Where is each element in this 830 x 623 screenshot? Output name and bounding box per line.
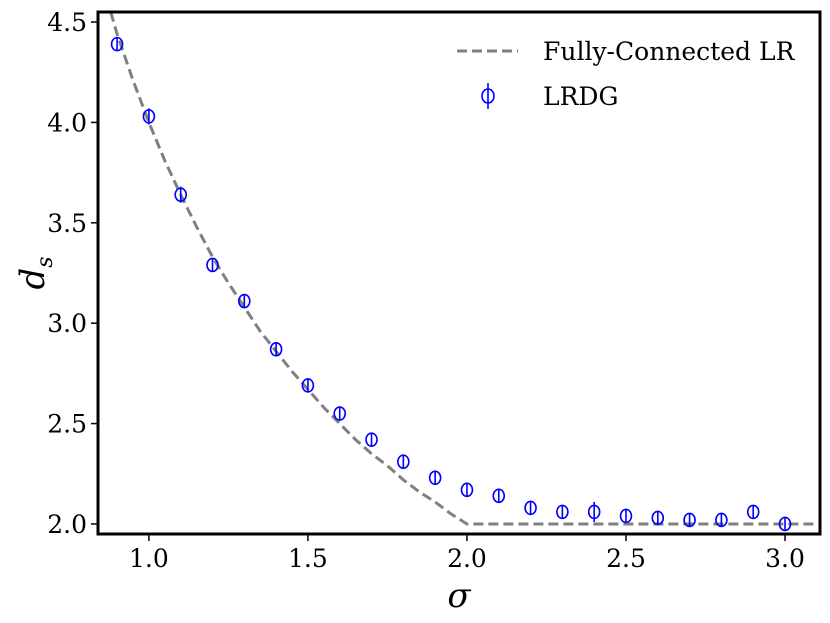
- lrdg-point: [142, 109, 156, 124]
- fully-connected-lr-line: [109, 12, 820, 526]
- lrdg-point: [174, 187, 187, 202]
- y-axis-label: ds: [13, 256, 58, 289]
- lrdg-point: [269, 341, 283, 357]
- lrdg-point: [587, 504, 601, 520]
- lrdg-point: [206, 257, 219, 273]
- lrdg-point: [365, 432, 378, 447]
- lrdg-point: [428, 470, 442, 486]
- lrdg-point: [238, 293, 251, 309]
- x-tick-label: 3.0: [765, 544, 805, 573]
- legend-marker-swatch: [481, 88, 495, 104]
- y-tick-label: 4.5: [47, 8, 87, 37]
- lrdg-point: [619, 508, 633, 524]
- lrdg-point: [397, 454, 410, 470]
- lrdg-point: [460, 482, 474, 498]
- lrdg-point: [301, 378, 315, 393]
- legend-label-fully-connected: Fully-Connected LR: [543, 37, 796, 66]
- lrdg-point: [556, 504, 569, 520]
- legend: Fully-Connected LR LRDG: [457, 37, 796, 111]
- lrdg-point: [651, 510, 665, 526]
- y-tick-label: 3.0: [47, 309, 87, 338]
- lrdg-point: [778, 516, 792, 532]
- lrdg-point: [746, 504, 760, 520]
- x-tick-label: 2.5: [606, 544, 646, 573]
- x-tick-label: 2.0: [447, 544, 487, 573]
- legend-label-lrdg: LRDG: [543, 82, 618, 111]
- x-tick-label: 1.5: [288, 544, 328, 573]
- lrdg-point: [715, 512, 728, 528]
- y-tick-label: 2.5: [47, 410, 87, 439]
- y-tick-label: 2.0: [47, 510, 87, 539]
- lrdg-point: [110, 36, 124, 52]
- y-tick-label: 4.0: [47, 108, 87, 137]
- lrdg-point: [683, 512, 696, 528]
- x-axis-label: σ: [447, 576, 471, 616]
- plot-frame: [96, 10, 822, 536]
- x-tick-label: 1.0: [129, 544, 169, 573]
- y-tick-label: 3.5: [47, 209, 87, 238]
- lrdg-point: [492, 488, 506, 504]
- lrdg-point: [524, 500, 537, 516]
- lrdg-point: [333, 406, 347, 421]
